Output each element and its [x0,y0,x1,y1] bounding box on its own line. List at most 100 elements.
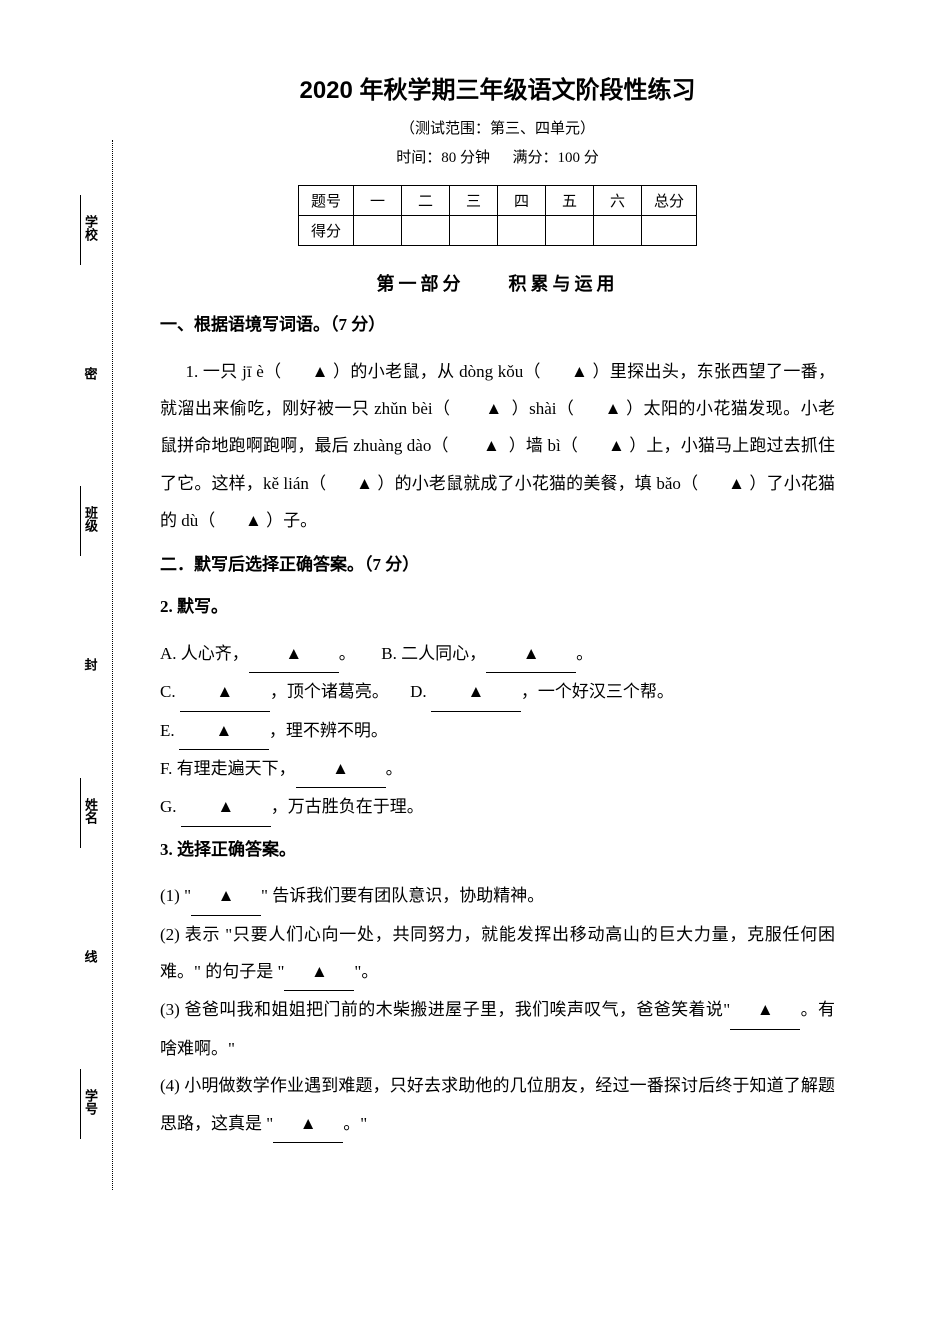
time-label: 时间： [396,150,441,166]
q3-p3: (3) 爸爸叫我和姐姐把门前的木柴搬进屋子里，我们唉声叹气，爸爸笑着说" ▲ 。… [160,991,835,1067]
q2-c-post: ，顶个诸葛亮。 [270,682,389,701]
q2-g-post: ，万古胜负在于理。 [271,797,424,816]
th-col: 二 [402,186,450,216]
blank-marker: ▲ [332,750,349,787]
q2-heading: 二．默写后选择正确答案。（7 分） [160,550,835,581]
th-col: 五 [546,186,594,216]
blank-marker: ▲ [703,465,745,502]
exam-meta: 时间：80 分钟 满分：100 分 [160,146,835,167]
blank-marker: ▲ [311,953,328,990]
blank-field: ▲ [180,673,270,711]
blank-marker: ▲ [218,877,235,914]
q2-a-pre: A. 人心齐， [160,644,249,663]
q1-seg: ）子。 [266,511,317,530]
blank-marker: ▲ [523,635,540,672]
td-score [498,216,546,246]
blank-marker: ▲ [460,390,502,427]
td-score [642,216,697,246]
blank-marker: ▲ [579,390,621,427]
full-label: 满分： [513,150,558,166]
q1-seg: ）shài（ [512,399,575,418]
table-row: 题号 一 二 三 四 五 六 总分 [298,186,696,216]
q3-p1: (1) " ▲ " 告诉我们要有团队意识，协助精神。 [160,877,835,915]
section-title: 第一部分 积累与运用 [160,270,835,296]
blank-field: ▲ [296,750,386,788]
q3-p2: (2) 表示 "只要人们心向一处，共同努力，就能发挥出移动高山的巨大力量，克服任… [160,916,835,992]
td-score [546,216,594,246]
table-row: 得分 [298,216,696,246]
blank-marker: ▲ [757,991,774,1028]
blank-marker: ▲ [215,712,232,749]
blank-marker: ▲ [220,502,262,539]
q2-line-g: G. ▲ ，万古胜负在于理。 [160,788,835,826]
td-score [402,216,450,246]
q2-sub2: 2. 默写。 [160,592,835,623]
td-score [450,216,498,246]
blank-field: ▲ [179,712,269,750]
blank-field: ▲ [730,991,800,1029]
blank-field: ▲ [273,1105,343,1143]
q1-heading: 一、根据语境写词语。（7 分） [160,310,835,341]
p1-pre: (1) " [160,886,191,905]
q2-c-pre: C. [160,682,180,701]
q2-d-post: ，一个好汉三个帮。 [521,682,674,701]
blank-marker: ▲ [546,353,588,390]
q2-d-pre: D. [410,682,431,701]
blank-marker: ▲ [216,673,233,710]
p4-post: 。" [343,1114,367,1133]
q1-seg: 一只 jī è（ [203,362,282,381]
th-col: 总分 [642,186,697,216]
p2-post: "。 [354,962,378,981]
q2-e-post: ，理不辨不明。 [269,721,388,740]
q2-f-pre: F. 有理走遍天下， [160,759,296,778]
full-value: 100 分 [558,150,599,166]
q2-line-e: E. ▲ ，理不辨不明。 [160,712,835,750]
q2-f-post: 。 [386,759,403,778]
q1-seg: ）的小老鼠，从 dòng kǒu（ [333,362,541,381]
exam-subtitle: （测试范围：第三、四单元） [160,117,835,138]
blank-field: ▲ [486,635,576,673]
p1-post: " 告诉我们要有团队意识，协助精神。 [261,886,544,905]
p3-pre: (3) 爸爸叫我和姐姐把门前的木柴搬进屋子里，我们唉声叹气，爸爸笑着说" [160,1000,730,1019]
p4-pre: (4) 小明做数学作业遇到难题，只好去求助他的几位朋友，经过一番探讨后终于知道了… [160,1076,835,1132]
q2-line-ab: A. 人心齐， ▲ 。 B. 二人同心， ▲ 。 [160,635,835,673]
q1-seg: ）墙 bì（ [509,436,578,455]
q2-line-cd: C. ▲ ，顶个诸葛亮。 D. ▲ ，一个好汉三个帮。 [160,673,835,711]
time-value: 80 分钟 [441,150,490,166]
blank-marker: ▲ [331,465,373,502]
blank-field: ▲ [181,788,271,826]
q2-a-post: 。 [339,644,356,663]
q1-num: 1. [186,362,199,381]
q2-e-pre: E. [160,721,179,740]
score-table: 题号 一 二 三 四 五 六 总分 得分 [298,185,697,246]
blank-marker: ▲ [286,353,328,390]
blank-field: ▲ [431,673,521,711]
q2-b-pre: B. 二人同心， [381,644,486,663]
q2-g-pre: G. [160,797,181,816]
q2-line-f: F. 有理走遍天下， ▲ 。 [160,750,835,788]
exam-title: 2020 年秋学期三年级语文阶段性练习 [160,70,835,105]
blank-marker: ▲ [285,635,302,672]
blank-field: ▲ [284,953,354,991]
q2-b-post: 。 [576,644,593,663]
q2-sub3: 3. 选择正确答案。 [160,835,835,866]
q1-body: 1. 一只 jī è（ ▲ ）的小老鼠，从 dòng kǒu（ ▲ ）里探出头，… [160,353,835,540]
th-col: 四 [498,186,546,216]
th-label: 题号 [298,186,353,216]
th-col: 六 [594,186,642,216]
td-score [594,216,642,246]
th-col: 一 [354,186,402,216]
td-score [354,216,402,246]
blank-field: ▲ [249,635,339,673]
th-col: 三 [450,186,498,216]
q1-seg: ）的小老鼠就成了小花猫的美餐，填 bǎo（ [377,474,698,493]
blank-marker: ▲ [458,427,500,464]
blank-field: ▲ [191,877,261,915]
td-label: 得分 [298,216,353,246]
blank-marker: ▲ [300,1105,317,1142]
blank-marker: ▲ [467,673,484,710]
p2-pre: (2) 表示 "只要人们心向一处，共同努力，就能发挥出移动高山的巨大力量，克服任… [160,925,835,981]
blank-marker: ▲ [582,427,624,464]
q3-p4: (4) 小明做数学作业遇到难题，只好去求助他的几位朋友，经过一番探讨后终于知道了… [160,1067,835,1143]
blank-marker: ▲ [217,788,234,825]
